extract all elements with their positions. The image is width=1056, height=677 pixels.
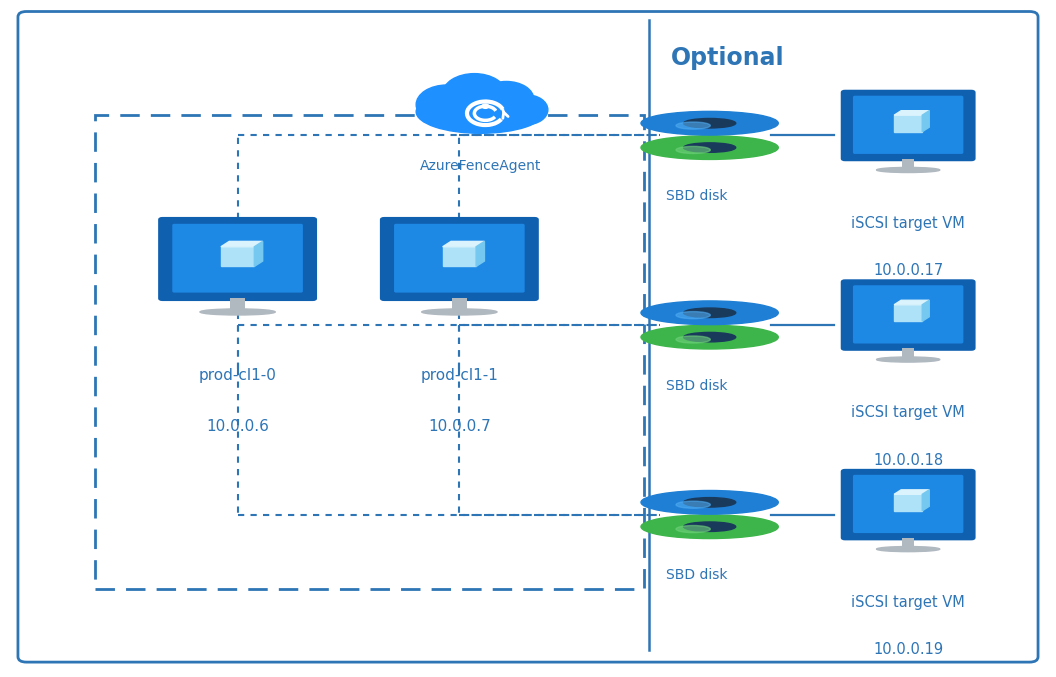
Ellipse shape [676,501,711,508]
Ellipse shape [683,118,736,128]
Ellipse shape [876,167,940,173]
Text: Optional: Optional [671,45,785,70]
Text: 10.0.0.7: 10.0.0.7 [428,419,491,434]
Bar [902,538,914,547]
Polygon shape [221,242,263,246]
Ellipse shape [641,490,778,515]
Circle shape [482,104,489,108]
Polygon shape [476,242,485,267]
Ellipse shape [505,95,548,125]
Ellipse shape [683,498,736,507]
Ellipse shape [876,546,940,552]
Polygon shape [922,490,929,511]
Ellipse shape [478,81,533,117]
FancyBboxPatch shape [853,95,963,154]
Polygon shape [442,242,485,246]
Bar [902,348,914,357]
Polygon shape [922,301,929,322]
Ellipse shape [200,309,276,315]
Text: iSCSI target VM: iSCSI target VM [851,595,965,610]
Ellipse shape [641,135,778,160]
Text: 10.0.0.18: 10.0.0.18 [873,453,943,468]
Text: SBD disk: SBD disk [666,190,728,203]
Ellipse shape [676,311,711,319]
Text: prod-cl1-1: prod-cl1-1 [420,368,498,383]
Ellipse shape [641,301,778,325]
Ellipse shape [676,336,711,343]
Ellipse shape [876,357,940,362]
Text: AzureFenceAgent: AzureFenceAgent [420,159,541,173]
FancyBboxPatch shape [380,217,539,301]
Text: iSCSI target VM: iSCSI target VM [851,216,965,231]
FancyBboxPatch shape [18,12,1038,662]
Polygon shape [442,246,476,267]
Ellipse shape [641,111,778,135]
Text: iSCSI target VM: iSCSI target VM [851,406,965,420]
Polygon shape [254,242,263,267]
FancyBboxPatch shape [841,469,976,540]
Ellipse shape [641,515,778,539]
Ellipse shape [676,146,711,154]
Polygon shape [894,305,922,322]
FancyBboxPatch shape [394,224,525,292]
Text: prod-cl1-0: prod-cl1-0 [199,368,277,383]
Ellipse shape [683,332,736,342]
Ellipse shape [442,74,506,114]
Ellipse shape [676,525,711,533]
Ellipse shape [421,309,497,315]
Polygon shape [922,111,929,132]
FancyBboxPatch shape [158,217,317,301]
Bar [452,299,467,309]
Ellipse shape [641,325,778,349]
Text: 10.0.0.6: 10.0.0.6 [206,419,269,434]
Polygon shape [894,115,922,132]
Polygon shape [894,111,929,115]
FancyBboxPatch shape [841,90,976,161]
Polygon shape [894,301,929,305]
FancyBboxPatch shape [853,475,963,533]
Ellipse shape [683,143,736,152]
Ellipse shape [416,90,545,133]
FancyBboxPatch shape [841,280,976,351]
FancyBboxPatch shape [853,285,963,343]
Ellipse shape [676,122,711,129]
Bar [902,158,914,168]
Ellipse shape [416,85,477,125]
Polygon shape [221,246,254,267]
Text: SBD disk: SBD disk [666,379,728,393]
Ellipse shape [683,308,736,318]
Bar [95,115,644,589]
Ellipse shape [683,522,736,531]
FancyBboxPatch shape [172,224,303,292]
Text: SBD disk: SBD disk [666,569,728,582]
Bar [230,299,245,309]
Text: 10.0.0.17: 10.0.0.17 [873,263,943,278]
Polygon shape [894,494,922,511]
Polygon shape [894,490,929,494]
Text: 10.0.0.19: 10.0.0.19 [873,642,943,657]
